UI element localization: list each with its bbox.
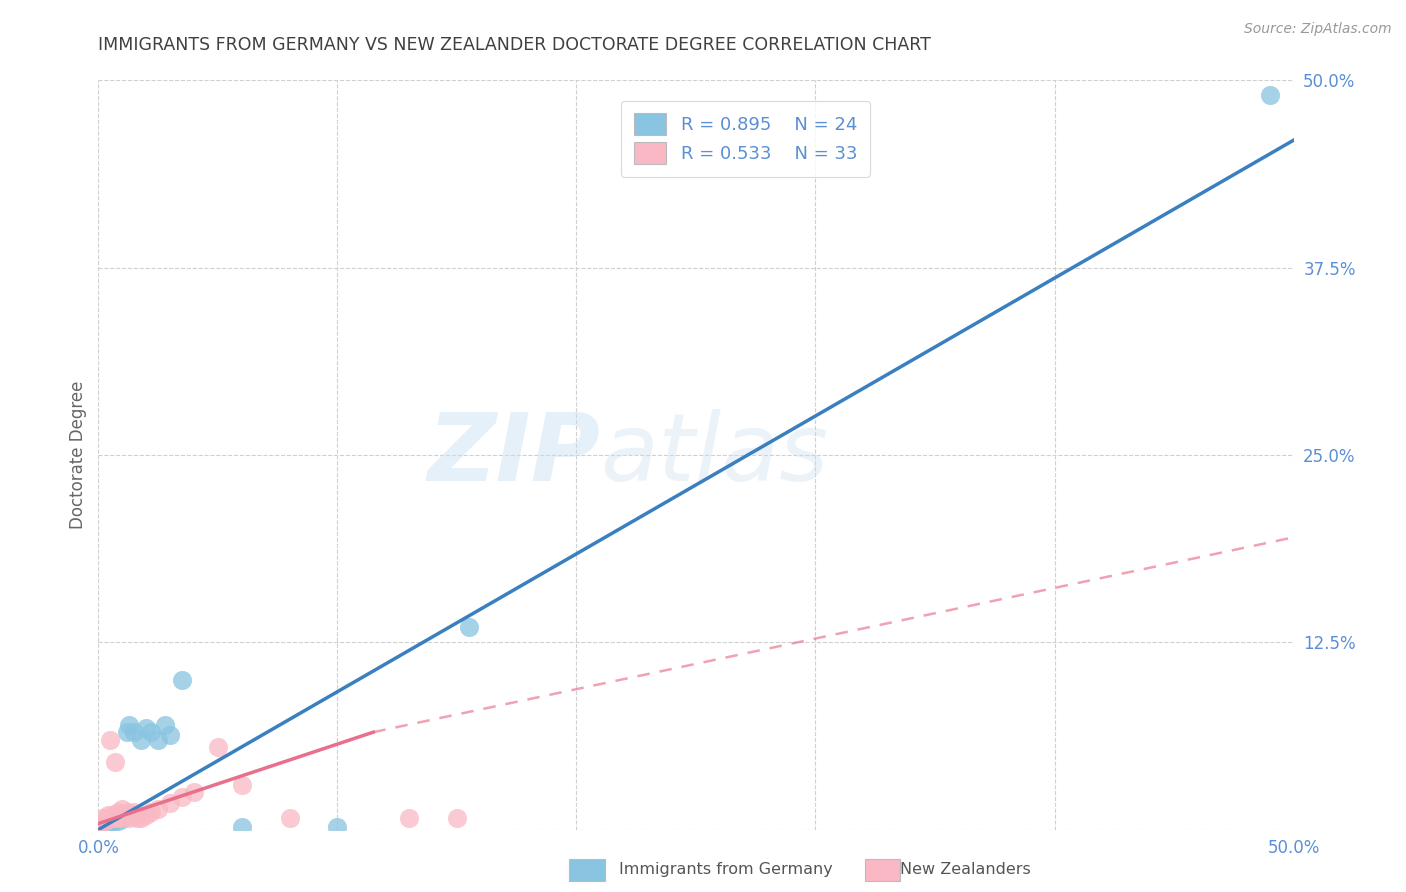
Point (458, 620, 481, 634)
Point (446, 811, 468, 825)
Point (107, 805, 129, 819)
Point (111, 812, 134, 826)
Point (231, 778, 253, 792)
Point (135, 721, 157, 735)
Point (231, 820, 253, 834)
Text: ZIP: ZIP (427, 409, 600, 501)
Point (101, 815, 124, 830)
Point (111, 801, 134, 815)
Point (118, 717, 141, 731)
Point (108, 807, 131, 822)
Point (118, 811, 141, 825)
Point (97, 807, 120, 822)
Point (172, 789, 194, 804)
Point (98, 811, 122, 825)
Point (98, 732, 122, 747)
Point (94, 814, 117, 828)
Point (326, 820, 349, 834)
Point (98, 814, 122, 828)
Point (114, 807, 136, 822)
Point (94, 815, 117, 830)
Point (121, 807, 143, 822)
Text: atlas: atlas (600, 409, 828, 500)
Point (107, 814, 129, 828)
Text: IMMIGRANTS FROM GERMANY VS NEW ZEALANDER DOCTORATE DEGREE CORRELATION CHART: IMMIGRANTS FROM GERMANY VS NEW ZEALANDER… (98, 36, 931, 54)
Point (124, 725, 146, 739)
Point (148, 801, 170, 815)
Point (111, 811, 134, 825)
Point (128, 807, 150, 822)
Point (207, 740, 229, 755)
Point (104, 755, 127, 769)
Point (398, 811, 420, 825)
Point (1258, 88, 1281, 103)
Point (91, 818, 114, 832)
Point (139, 805, 162, 819)
Text: Immigrants from Germany: Immigrants from Germany (619, 863, 832, 877)
Point (97, 816, 120, 830)
Point (155, 717, 177, 731)
Text: New Zealanders: New Zealanders (900, 863, 1031, 877)
Point (101, 807, 124, 822)
Point (114, 809, 136, 823)
Point (148, 732, 170, 747)
Point (172, 673, 194, 687)
Point (278, 811, 301, 825)
Point (124, 805, 146, 819)
Point (91, 811, 114, 825)
Point (104, 812, 127, 826)
Text: Source: ZipAtlas.com: Source: ZipAtlas.com (1244, 22, 1392, 37)
Point (108, 811, 131, 825)
Point (115, 805, 138, 819)
Point (131, 811, 153, 825)
Legend: R = 0.895    N = 24, R = 0.533    N = 33: R = 0.895 N = 24, R = 0.533 N = 33 (621, 101, 870, 178)
Point (183, 785, 205, 799)
Point (159, 796, 181, 810)
Point (107, 811, 129, 825)
Point (104, 811, 127, 825)
Y-axis label: Doctorate Degree: Doctorate Degree (69, 381, 87, 529)
Point (90, 815, 112, 830)
Point (115, 725, 138, 739)
Point (131, 732, 153, 747)
Point (135, 807, 157, 822)
Point (139, 725, 162, 739)
Point (125, 811, 148, 825)
Point (159, 728, 181, 742)
